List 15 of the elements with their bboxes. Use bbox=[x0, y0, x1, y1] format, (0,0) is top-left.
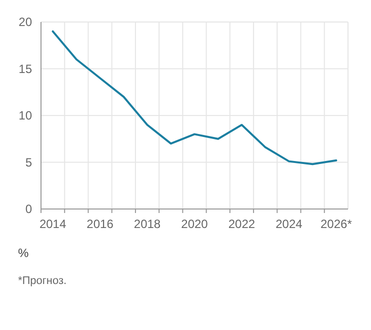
y-tick-label: 5 bbox=[25, 155, 32, 170]
x-tick-label: 2014 bbox=[39, 217, 66, 231]
y-tick-label: 20 bbox=[18, 15, 32, 30]
x-tick-label: 2024 bbox=[276, 217, 303, 231]
y-tick-label: 10 bbox=[18, 108, 32, 123]
x-tick-label: 2022 bbox=[228, 217, 256, 231]
line-series bbox=[52, 30, 338, 166]
x-tick-label: 2018 bbox=[134, 217, 161, 231]
y-tick-label: 15 bbox=[18, 62, 32, 76]
y-axis-title: % bbox=[18, 246, 29, 260]
y-tick-label: 0 bbox=[25, 202, 32, 216]
x-tick-label: 2020 bbox=[181, 217, 208, 231]
text: *Прогноз. bbox=[18, 275, 67, 287]
x-tick-label: 2026* bbox=[320, 217, 352, 231]
x-tick-label: 2016 bbox=[86, 217, 114, 231]
